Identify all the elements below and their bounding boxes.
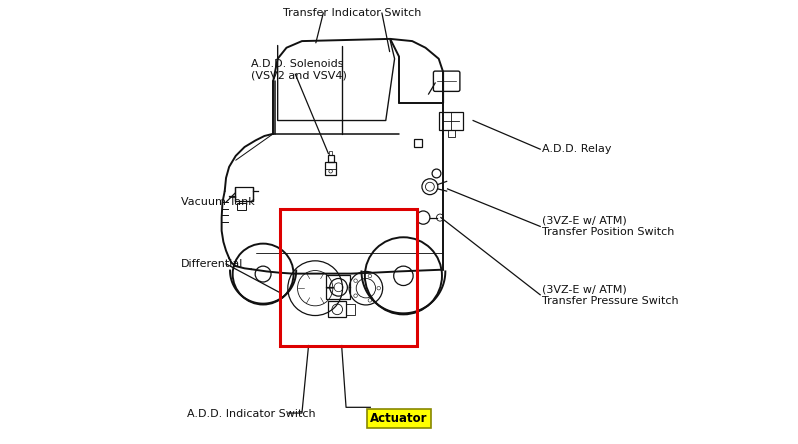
Text: A.D.D. Indicator Switch: A.D.D. Indicator Switch — [187, 409, 315, 419]
Text: (3VZ-E w/ ATM)
Transfer Pressure Switch: (3VZ-E w/ ATM) Transfer Pressure Switch — [543, 284, 679, 305]
Bar — [326, 275, 350, 299]
Bar — [237, 203, 247, 210]
Bar — [235, 187, 252, 201]
Bar — [448, 130, 456, 137]
Bar — [346, 304, 355, 315]
Bar — [414, 139, 422, 147]
Text: Actuator: Actuator — [370, 412, 428, 425]
Bar — [280, 209, 417, 345]
Text: A.D.D. Solenoids
(VSV2 and VSV4): A.D.D. Solenoids (VSV2 and VSV4) — [251, 59, 347, 80]
Bar — [329, 301, 346, 317]
Text: Transfer Indicator Switch: Transfer Indicator Switch — [283, 8, 422, 18]
Bar — [327, 155, 334, 162]
Text: (3VZ-E w/ ATM)
Transfer Position Switch: (3VZ-E w/ ATM) Transfer Position Switch — [543, 216, 675, 237]
Bar — [326, 162, 336, 175]
Text: Differential: Differential — [180, 259, 243, 269]
Text: A.D.D. Relay: A.D.D. Relay — [543, 144, 612, 154]
Bar — [329, 151, 333, 155]
Text: Vacuum Tank: Vacuum Tank — [180, 197, 255, 207]
